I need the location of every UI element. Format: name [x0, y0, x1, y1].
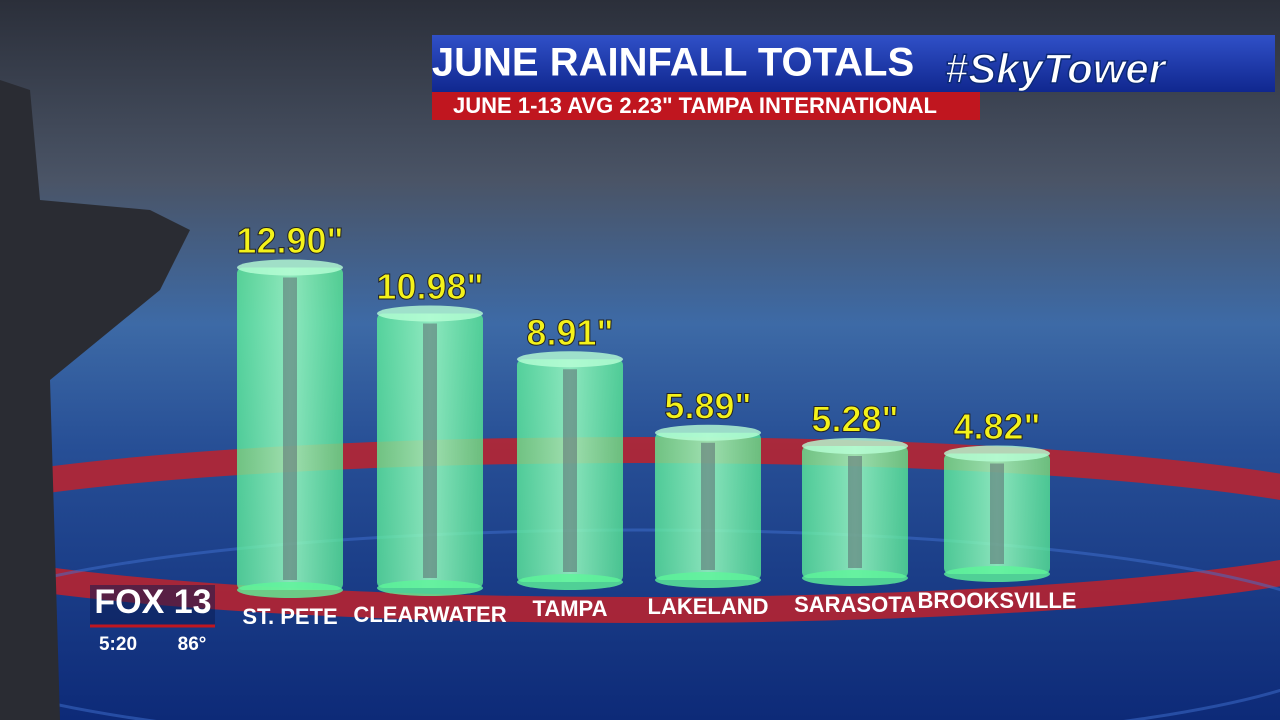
bar-cap — [517, 351, 623, 368]
bar-base — [655, 572, 761, 588]
show-logo: #SkyTower — [945, 45, 1168, 92]
bar-core — [848, 456, 862, 568]
station-bug — [90, 585, 215, 627]
value-label: 5.28" — [811, 399, 898, 440]
bar-core — [563, 369, 577, 572]
stage-ring — [0, 437, 1280, 623]
value-label: 8.91" — [526, 312, 613, 353]
bar-cap — [655, 424, 761, 441]
bar-cap — [377, 305, 483, 322]
bar-core — [283, 277, 297, 580]
bar-base — [517, 574, 623, 590]
category-label: SARASOTA — [794, 592, 916, 617]
bar-base — [377, 580, 483, 596]
category-label: LAKELAND — [648, 594, 769, 619]
bar-cap — [944, 445, 1050, 462]
category-label: ST. PETE — [242, 604, 337, 629]
category-label: CLEARWATER — [353, 602, 506, 627]
station-logo: FOX 13 — [94, 583, 211, 621]
bar-base — [237, 582, 343, 598]
presenter — [0, 80, 190, 720]
category-label: TAMPA — [533, 596, 608, 621]
time: 5:20 — [99, 634, 137, 655]
bar-core — [990, 463, 1004, 564]
bar-base — [802, 570, 908, 586]
bar-cap — [237, 259, 343, 276]
chart-title: JUNE RAINFALL TOTALS — [432, 41, 914, 85]
bar-core — [423, 323, 437, 578]
stage-floor — [0, 528, 1280, 725]
title-banner — [432, 35, 1275, 92]
bar-base — [944, 566, 1050, 582]
chart-subtitle: JUNE 1-13 AVG 2.23" TAMPA INTERNATIONAL — [453, 93, 937, 118]
category-label: BROOKSVILLE — [918, 588, 1077, 613]
bar-cap — [802, 438, 908, 454]
bar-core — [701, 442, 715, 570]
temperature: 86° — [178, 634, 207, 655]
value-label: 10.98" — [376, 266, 483, 307]
value-label: 12.90" — [236, 220, 343, 261]
subtitle-banner — [432, 92, 980, 120]
value-label: 4.82" — [953, 406, 1040, 447]
value-label: 5.89" — [664, 385, 751, 426]
